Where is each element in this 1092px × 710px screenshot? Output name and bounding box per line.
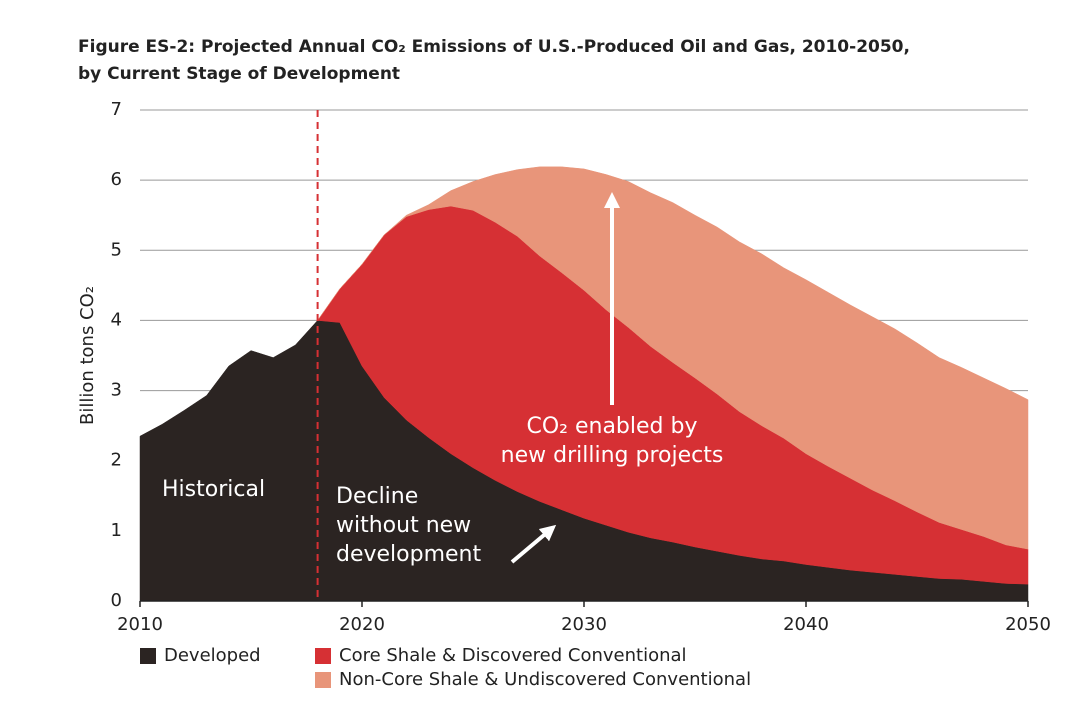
- y-axis-label: Billion tons CO₂: [77, 286, 98, 425]
- y-tick-label: 1: [111, 520, 122, 541]
- y-tick-label: 0: [111, 590, 122, 611]
- y-tick-label: 7: [111, 99, 122, 120]
- x-tick-label: 2040: [783, 614, 829, 635]
- y-tick-label: 3: [111, 380, 122, 401]
- y-tick-label: 6: [111, 169, 122, 190]
- legend-swatch: [140, 648, 156, 664]
- annotation: development: [336, 542, 482, 567]
- x-tick-label: 2010: [117, 614, 163, 635]
- chart-title: Figure ES-2: Projected Annual CO₂ Emissi…: [78, 37, 910, 57]
- annotation: Decline: [336, 484, 418, 509]
- y-tick-label: 5: [111, 239, 122, 260]
- legend-label: Non-Core Shale & Undiscovered Convention…: [339, 669, 751, 690]
- arrow: [510, 524, 557, 564]
- annotation: CO₂ enabled by: [526, 414, 697, 439]
- chart-title: by Current Stage of Development: [78, 64, 400, 84]
- x-tick-label: 2050: [1005, 614, 1051, 635]
- x-tick-label: 2020: [339, 614, 385, 635]
- y-tick-label: 2: [111, 450, 122, 471]
- legend-swatch: [315, 672, 331, 688]
- annotation: Historical: [162, 477, 265, 502]
- annotation: without new: [336, 513, 471, 538]
- x-tick-label: 2030: [561, 614, 607, 635]
- legend-swatch: [315, 648, 331, 664]
- area: [317, 166, 1029, 550]
- legend-label: Core Shale & Discovered Conventional: [339, 645, 687, 666]
- legend-label: Developed: [164, 645, 261, 666]
- y-tick-label: 4: [111, 309, 122, 330]
- annotation: new drilling projects: [501, 443, 724, 468]
